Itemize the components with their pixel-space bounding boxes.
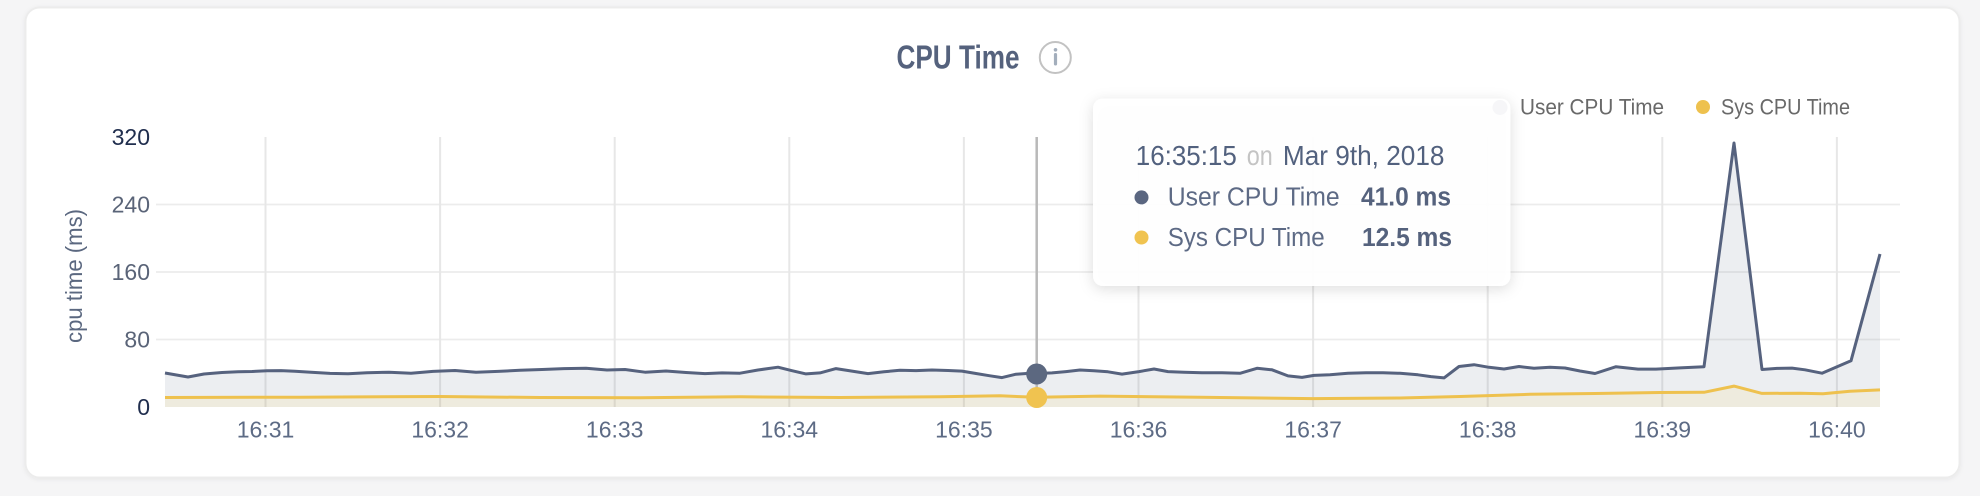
svg-text:160: 160 — [112, 259, 150, 285]
svg-text:16:36: 16:36 — [1110, 417, 1168, 443]
svg-text:User CPU Time: User CPU Time — [1520, 95, 1664, 120]
svg-text:User CPU Time: User CPU Time — [1168, 184, 1340, 212]
svg-text:Sys CPU Time: Sys CPU Time — [1168, 224, 1325, 252]
svg-text:16:39: 16:39 — [1634, 417, 1692, 443]
svg-text:16:37: 16:37 — [1284, 417, 1342, 443]
svg-text:on: on — [1247, 140, 1273, 171]
svg-text:CPU Time: CPU Time — [897, 39, 1020, 76]
svg-text:16:35:15: 16:35:15 — [1136, 140, 1237, 171]
svg-text:Sys CPU Time: Sys CPU Time — [1721, 95, 1850, 120]
svg-text:80: 80 — [124, 327, 150, 353]
svg-text:320: 320 — [112, 124, 150, 150]
svg-text:16:40: 16:40 — [1808, 417, 1866, 443]
svg-text:12.5 ms: 12.5 ms — [1362, 224, 1452, 252]
svg-text:16:35: 16:35 — [935, 417, 993, 443]
svg-text:0: 0 — [137, 394, 150, 420]
svg-text:16:34: 16:34 — [761, 417, 819, 443]
svg-text:16:33: 16:33 — [586, 417, 644, 443]
svg-text:Mar 9th, 2018: Mar 9th, 2018 — [1283, 140, 1445, 171]
svg-text:16:38: 16:38 — [1459, 417, 1517, 443]
svg-text:cpu time (ms): cpu time (ms) — [61, 209, 87, 343]
svg-text:240: 240 — [112, 192, 150, 218]
svg-text:41.0 ms: 41.0 ms — [1361, 184, 1451, 212]
svg-text:16:32: 16:32 — [411, 417, 469, 443]
svg-text:16:31: 16:31 — [237, 417, 295, 443]
